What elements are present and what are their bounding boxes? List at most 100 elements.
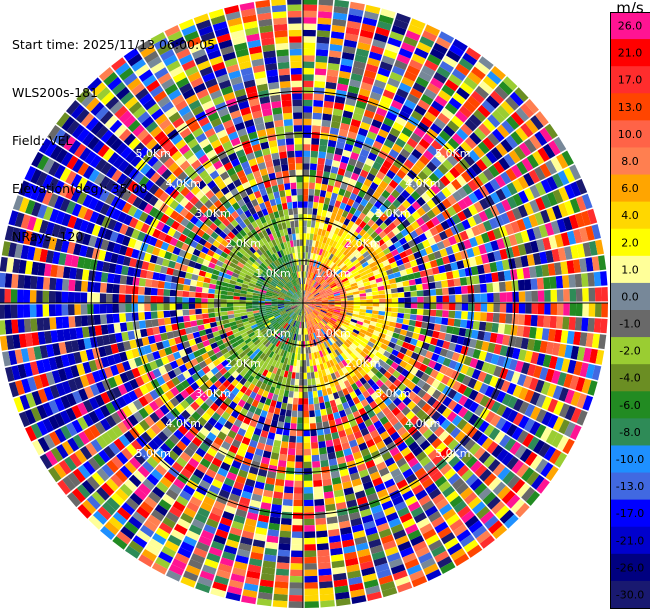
velocity-gate bbox=[306, 292, 310, 298]
velocity-gate bbox=[75, 231, 86, 244]
velocity-gate bbox=[550, 156, 563, 172]
velocity-gate bbox=[311, 138, 320, 145]
velocity-gate bbox=[61, 440, 74, 456]
velocity-gate bbox=[184, 431, 195, 442]
velocity-gate bbox=[85, 372, 96, 385]
velocity-gate bbox=[180, 389, 190, 399]
velocity-gate bbox=[334, 495, 346, 504]
velocity-gate bbox=[272, 367, 278, 375]
velocity-gate bbox=[105, 402, 116, 415]
velocity-gate bbox=[248, 359, 255, 368]
velocity-gate bbox=[116, 451, 129, 465]
velocity-gate bbox=[463, 154, 476, 167]
velocity-gate bbox=[140, 328, 148, 338]
velocity-gate bbox=[361, 261, 369, 268]
velocity-gate bbox=[289, 332, 294, 340]
velocity-gate bbox=[313, 201, 319, 209]
velocity-gate bbox=[394, 575, 410, 587]
velocity-gate bbox=[323, 355, 329, 363]
velocity-gate bbox=[155, 341, 164, 351]
velocity-gate bbox=[353, 297, 361, 301]
velocity-gate bbox=[231, 439, 241, 449]
velocity-gate bbox=[473, 380, 483, 392]
velocity-gate bbox=[240, 290, 247, 295]
velocity-gate bbox=[383, 49, 398, 60]
velocity-gate bbox=[195, 314, 203, 320]
velocity-gate bbox=[272, 321, 279, 327]
velocity-gate bbox=[119, 465, 133, 479]
velocity-gate bbox=[442, 255, 451, 265]
velocity-gate bbox=[0, 272, 6, 288]
velocity-gate bbox=[439, 175, 451, 187]
velocity-gate bbox=[453, 500, 467, 513]
velocity-gate bbox=[39, 345, 49, 359]
velocity-gate bbox=[250, 551, 264, 561]
velocity-gate bbox=[303, 74, 314, 81]
velocity-gate bbox=[530, 351, 540, 365]
velocity-gate bbox=[317, 434, 325, 442]
velocity-gate bbox=[152, 486, 165, 499]
velocity-gate bbox=[330, 317, 337, 322]
velocity-gate bbox=[280, 441, 289, 449]
velocity-gate bbox=[546, 383, 557, 398]
velocity-gate bbox=[157, 280, 165, 289]
velocity-gate bbox=[219, 367, 228, 376]
velocity-gate bbox=[303, 118, 312, 126]
velocity-gate bbox=[327, 62, 340, 71]
velocity-gate bbox=[325, 276, 332, 282]
velocity-gate bbox=[167, 534, 182, 547]
velocity-gate bbox=[305, 291, 309, 298]
velocity-gate bbox=[180, 576, 196, 588]
velocity-gate bbox=[304, 569, 318, 577]
velocity-gate bbox=[343, 282, 351, 287]
velocity-gate bbox=[347, 307, 354, 311]
velocity-gate bbox=[303, 303, 308, 308]
velocity-gate bbox=[427, 433, 438, 444]
velocity-gate bbox=[327, 279, 334, 285]
velocity-gate bbox=[243, 524, 256, 533]
velocity-gate bbox=[415, 409, 426, 420]
velocity-gate bbox=[393, 529, 407, 540]
velocity-gate bbox=[276, 317, 283, 322]
velocity-gate bbox=[397, 541, 412, 552]
velocity-gate bbox=[376, 411, 386, 420]
velocity-gate bbox=[265, 332, 272, 339]
velocity-gate bbox=[331, 477, 342, 485]
velocity-gate bbox=[318, 0, 334, 6]
velocity-gate bbox=[338, 188, 346, 196]
velocity-gate bbox=[545, 429, 558, 445]
velocity-gate bbox=[321, 369, 327, 377]
velocity-gate bbox=[598, 255, 607, 271]
velocity-gate bbox=[199, 479, 211, 490]
velocity-gate bbox=[373, 455, 384, 466]
velocity-gate bbox=[359, 228, 367, 237]
velocity-gate bbox=[382, 406, 391, 416]
velocity-gate bbox=[293, 307, 299, 312]
velocity-gate bbox=[368, 538, 382, 549]
velocity-gate bbox=[0, 256, 8, 272]
velocity-gate bbox=[260, 315, 268, 319]
velocity-gate bbox=[214, 307, 221, 313]
velocity-gate bbox=[122, 418, 134, 430]
velocity-gate bbox=[409, 415, 420, 426]
velocity-gate bbox=[404, 121, 417, 132]
velocity-gate bbox=[346, 20, 361, 30]
velocity-gate bbox=[304, 512, 315, 519]
velocity-gate bbox=[348, 576, 363, 586]
velocity-gate bbox=[325, 503, 336, 512]
velocity-gate bbox=[550, 303, 558, 315]
velocity-gate bbox=[363, 579, 379, 589]
velocity-gate bbox=[322, 478, 332, 487]
velocity-gate bbox=[303, 309, 305, 316]
velocity-gate bbox=[327, 268, 333, 275]
velocity-gate bbox=[319, 329, 324, 336]
velocity-gate bbox=[404, 291, 411, 298]
velocity-gate bbox=[374, 326, 382, 333]
velocity-gate bbox=[457, 187, 468, 199]
velocity-gate bbox=[218, 328, 226, 335]
velocity-gate bbox=[581, 317, 589, 332]
velocity-gate bbox=[362, 481, 374, 490]
velocity-gate bbox=[210, 587, 226, 598]
velocity-gate bbox=[64, 254, 73, 267]
velocity-gate bbox=[131, 303, 138, 312]
